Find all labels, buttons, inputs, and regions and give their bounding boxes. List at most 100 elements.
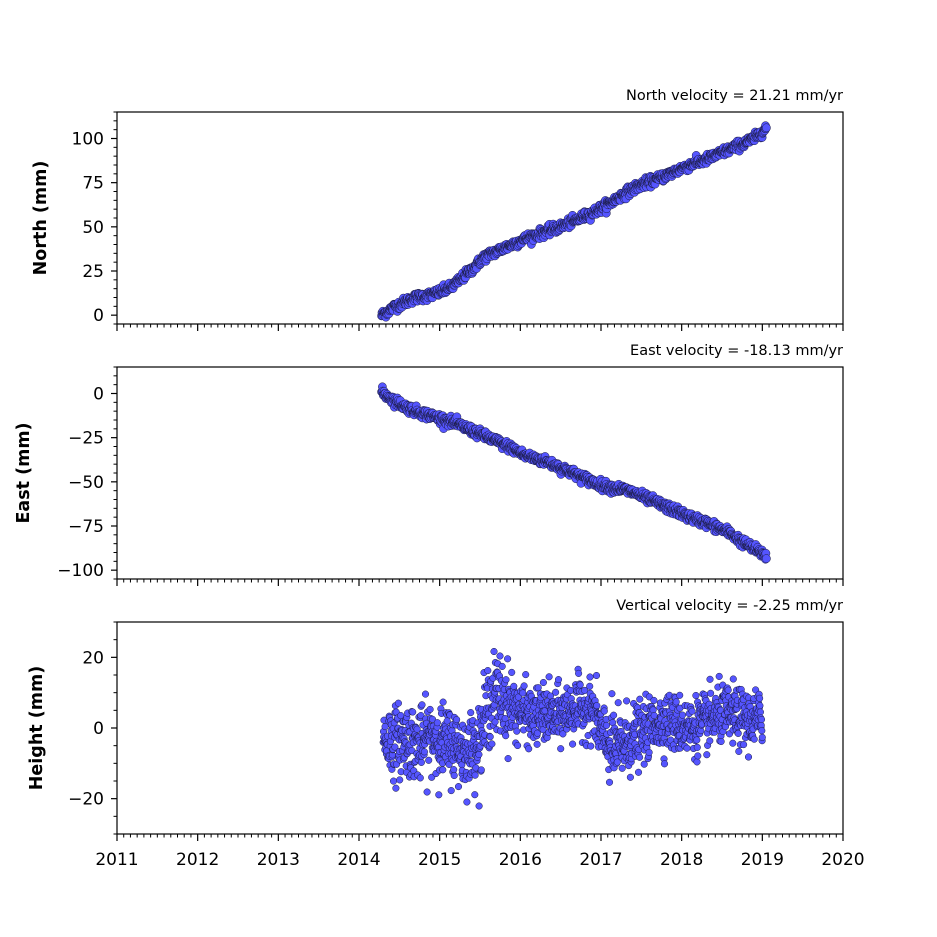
data-point xyxy=(676,691,684,699)
x-tick-label: 2018 xyxy=(660,850,703,870)
y-tick-label: 50 xyxy=(82,218,104,238)
data-point xyxy=(488,740,496,748)
data-point xyxy=(587,742,595,750)
data-point xyxy=(724,686,732,694)
data-point xyxy=(672,698,680,706)
data-point xyxy=(758,733,766,741)
data-point xyxy=(613,758,621,766)
data-point xyxy=(417,758,425,766)
data-point xyxy=(715,672,723,680)
data-point xyxy=(717,737,725,746)
data-point xyxy=(634,768,643,776)
data-point xyxy=(762,554,771,563)
data-point xyxy=(762,123,771,133)
data-point xyxy=(683,744,691,752)
data-point xyxy=(435,791,443,799)
data-point xyxy=(693,736,701,744)
data-point xyxy=(545,673,553,681)
data-point xyxy=(744,753,753,761)
data-point xyxy=(450,766,458,774)
data-point xyxy=(559,730,567,738)
north-panel-title: North velocity = 21.21 mm/yr xyxy=(626,88,843,104)
data-point xyxy=(522,671,530,679)
x-tick-label: 2020 xyxy=(821,850,864,870)
data-point xyxy=(703,751,711,759)
data-point xyxy=(510,682,518,690)
data-point xyxy=(757,715,766,724)
data-point xyxy=(514,741,522,750)
data-point xyxy=(552,688,560,696)
data-point xyxy=(533,729,541,737)
y-tick-label: 100 xyxy=(72,130,104,150)
data-point xyxy=(614,699,622,707)
data-point xyxy=(740,741,748,749)
data-point xyxy=(694,752,702,760)
data-point xyxy=(413,725,421,733)
data-point xyxy=(508,668,516,676)
x-tick-label: 2013 xyxy=(257,850,300,870)
data-point xyxy=(750,735,758,743)
data-point xyxy=(475,750,483,759)
data-point xyxy=(576,681,584,689)
height-y-axis-label: Height (mm) xyxy=(27,666,47,790)
height-plot-frame xyxy=(116,621,844,835)
data-point xyxy=(636,753,644,761)
data-point xyxy=(593,702,601,710)
data-point xyxy=(706,737,714,745)
data-point xyxy=(534,684,542,692)
y-tick-label: −20 xyxy=(68,790,104,810)
north-panel: North velocity = 21.21 mm/yr 0255075100 … xyxy=(31,88,844,331)
data-point xyxy=(734,729,742,737)
data-point xyxy=(491,718,499,726)
data-point xyxy=(586,673,594,681)
data-point xyxy=(706,675,714,683)
data-point xyxy=(645,748,653,756)
data-point xyxy=(756,708,764,716)
x-tick-label: 2017 xyxy=(579,850,622,870)
data-point xyxy=(417,712,425,720)
y-tick-label: 0 xyxy=(93,385,104,405)
data-point xyxy=(600,707,608,715)
x-tick-label: 2011 xyxy=(95,850,138,870)
data-point xyxy=(640,760,648,768)
data-point xyxy=(447,787,455,795)
y-tick-label: −100 xyxy=(57,561,104,581)
data-point xyxy=(575,669,583,677)
data-point xyxy=(409,708,417,716)
data-point xyxy=(484,667,492,675)
data-point xyxy=(513,727,521,735)
north-points xyxy=(377,121,771,322)
data-point xyxy=(758,727,766,735)
data-point xyxy=(389,777,398,785)
data-point xyxy=(425,756,433,764)
east-points xyxy=(377,382,771,564)
data-point xyxy=(693,743,701,751)
x-tick-label: 2019 xyxy=(741,850,784,870)
data-point xyxy=(475,802,483,810)
data-point xyxy=(520,682,528,690)
x-tick-label: 2016 xyxy=(499,850,542,870)
data-point xyxy=(426,705,434,713)
y-tick-label: 0 xyxy=(93,306,104,326)
data-point xyxy=(618,764,626,772)
north-plot-frame xyxy=(116,111,844,325)
data-point xyxy=(486,733,494,741)
data-point xyxy=(453,716,461,724)
y-tick-label: 0 xyxy=(93,719,104,739)
data-point xyxy=(592,671,601,680)
data-point xyxy=(428,715,437,723)
data-point xyxy=(423,788,431,796)
data-point xyxy=(502,732,510,740)
north-y-axis-label: North (mm) xyxy=(31,161,51,276)
data-point xyxy=(650,696,658,704)
y-tick-label: −75 xyxy=(68,517,104,537)
y-tick-label: −50 xyxy=(68,473,104,493)
east-plot-frame xyxy=(116,366,844,580)
data-point xyxy=(626,773,634,781)
data-point xyxy=(467,709,475,717)
data-point xyxy=(660,760,669,768)
east-y-axis-label: East (mm) xyxy=(14,422,34,523)
y-tick-label: 75 xyxy=(82,174,104,194)
data-point xyxy=(471,771,479,779)
